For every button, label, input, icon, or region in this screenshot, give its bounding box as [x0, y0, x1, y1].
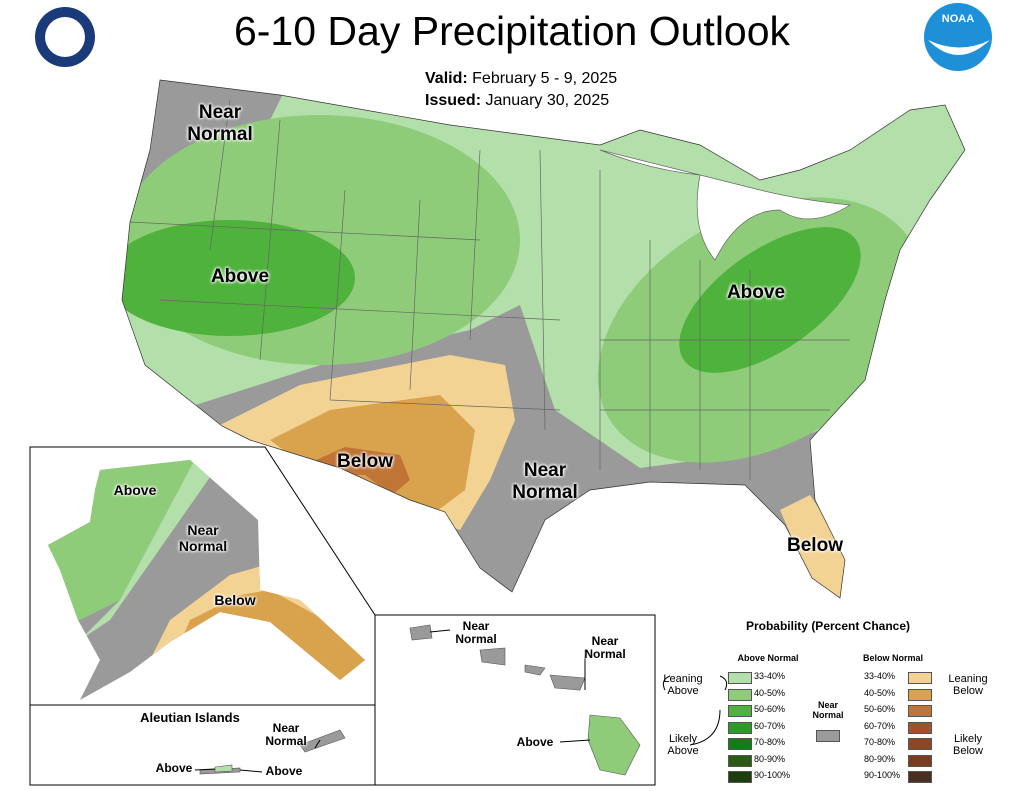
legend-label: 33-40%	[864, 671, 896, 681]
insets	[29, 446, 656, 786]
noaa-logo	[924, 3, 992, 71]
hawaii-label: Above	[516, 735, 554, 749]
legend-swatch	[908, 705, 932, 717]
region-label: Near Normal	[512, 460, 578, 503]
valid-dates: February 5 - 9, 2025	[472, 70, 618, 87]
legend-label: 40-50%	[864, 687, 896, 698]
title: 6-10 Day Precipitation Outlook	[233, 8, 791, 54]
hawaii-label: Near Normal	[455, 619, 497, 646]
noaa-gull	[928, 40, 990, 55]
legend-swatch	[908, 721, 932, 734]
aleutian-label: Near Normal	[265, 721, 307, 748]
category-region	[122, 220, 355, 336]
issued-date: January 30, 2025	[485, 92, 610, 109]
legend-swatch	[728, 771, 752, 783]
legend-label: 80-90%	[754, 753, 786, 764]
legend-swatch	[728, 705, 752, 717]
category-region	[679, 227, 861, 373]
leaning-above: Leaning Above	[663, 673, 703, 697]
above-heading: Above Normal	[737, 653, 799, 663]
valid-label: Valid:	[425, 70, 468, 87]
islands	[199, 624, 641, 776]
legend: Probability (Percent Chance) Above Norma…	[658, 615, 1024, 791]
region-label: Above	[726, 282, 786, 303]
near-swatch	[816, 730, 840, 742]
region-label: Below	[787, 535, 843, 556]
legend-swatch	[908, 672, 932, 684]
below-heading: Below Normal	[862, 653, 923, 663]
legend-label: 80-90%	[864, 753, 896, 764]
leaning-below: Leaning Below	[948, 673, 988, 697]
issued-label: Issued:	[425, 92, 482, 109]
legend-label: 50-60%	[754, 704, 786, 714]
category-region	[214, 764, 233, 773]
legend-label: 40-50%	[754, 687, 786, 698]
alaska-label: Below	[214, 592, 256, 608]
category-region	[80, 460, 215, 640]
aleutian-label: Above	[265, 764, 303, 778]
alaska-map	[48, 460, 365, 700]
noaa-text: NOAA	[942, 13, 974, 25]
legend-label: 50-60%	[864, 704, 896, 714]
alaska-label: Above	[113, 482, 157, 498]
legend-swatch	[908, 738, 932, 750]
legend-swatch	[728, 738, 752, 750]
legend-title: Probability (Percent Chance)	[745, 619, 911, 633]
valid-line: Valid: February 5 - 9, 2025	[425, 68, 617, 89]
hawaii-label: Near Normal	[584, 634, 626, 661]
legend-swatch	[728, 721, 752, 734]
aleutian-label: Above	[155, 761, 193, 775]
state-lines	[121, 79, 966, 599]
issued-line: Issued: January 30, 2025	[425, 90, 609, 111]
legend-label: 90-100%	[864, 770, 901, 780]
legend-label: 60-70%	[864, 720, 896, 731]
region-label: Near Normal	[187, 102, 253, 145]
legend-label: 90-100%	[754, 770, 791, 780]
region-label: Above	[210, 266, 270, 287]
great-lakes	[599, 149, 852, 261]
legend-label: 60-70%	[754, 720, 786, 731]
aleutian-title: Aleutian Islands	[140, 710, 240, 725]
legend-swatch	[908, 688, 932, 701]
likely-below: Likely Below	[953, 733, 983, 757]
category-region	[409, 624, 586, 691]
near-heading: Near Normal	[812, 700, 844, 720]
legend-swatch	[908, 771, 932, 783]
category-region	[305, 447, 410, 495]
legend-swatch	[728, 754, 752, 767]
legend-label: 33-40%	[754, 671, 786, 681]
legend-label: 70-80%	[754, 737, 786, 747]
legend-swatch	[908, 754, 932, 767]
legend-swatch	[728, 672, 752, 684]
legend-label: 70-80%	[864, 737, 896, 747]
alaska-label: Near Normal	[178, 522, 228, 554]
leader-lines	[194, 629, 728, 773]
likely-above: Likely Above	[667, 733, 699, 757]
category-region	[780, 495, 850, 598]
category-region	[587, 714, 641, 776]
region-label: Below	[337, 451, 393, 472]
legend-swatch	[728, 688, 752, 701]
commerce-seal-inner	[45, 17, 85, 57]
